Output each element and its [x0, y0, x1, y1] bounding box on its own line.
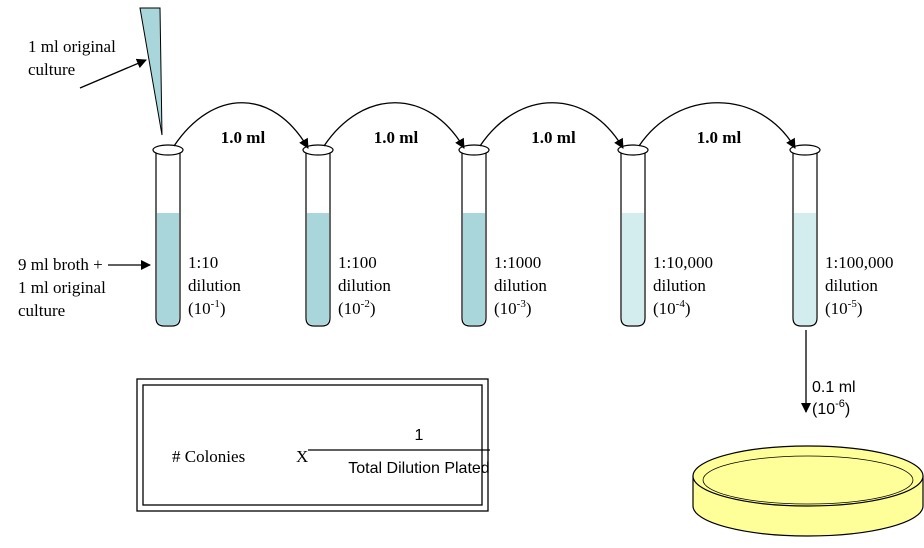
- formula-box: [136, 378, 489, 512]
- tube-mouth: [458, 144, 490, 156]
- tube-mouth: [152, 144, 184, 156]
- petri-dish: [692, 445, 924, 507]
- tube-ratio: 1:100,000: [825, 253, 893, 272]
- tube-ratio: 1:100: [338, 253, 377, 272]
- power-close: ): [220, 299, 226, 318]
- plating-volume: 0.1 ml: [812, 379, 856, 396]
- pipette-label: 1 ml original: [28, 37, 116, 56]
- transfer-arrow: [173, 102, 309, 149]
- pipette: [139, 7, 163, 136]
- power-close: ): [685, 299, 691, 318]
- power-close: ): [857, 299, 863, 318]
- tube-power: (10-1): [188, 298, 226, 318]
- tube-power: (10-4): [653, 298, 691, 318]
- transfer-arrow: [479, 102, 624, 149]
- tube-mouth: [302, 144, 334, 156]
- tube-word: dilution: [188, 276, 241, 295]
- tube-liquid: [622, 213, 644, 325]
- formula-box-inner: [142, 384, 483, 506]
- broth-label: culture: [18, 301, 65, 320]
- plating-dilution: (10-6): [812, 398, 850, 418]
- pipette-arrow: [79, 58, 147, 89]
- transfer-volume: 1.0 ml: [374, 128, 419, 147]
- power-open: (10: [653, 299, 676, 318]
- power-open: (10: [188, 299, 211, 318]
- power-exp: -5: [848, 298, 858, 310]
- tube-liquid: [157, 213, 179, 325]
- tube-ratio: 1:10,000: [653, 253, 713, 272]
- transfer-volume: 1.0 ml: [697, 128, 742, 147]
- power-open: (10: [338, 299, 361, 318]
- tube-word: dilution: [338, 276, 391, 295]
- power-exp: -4: [676, 298, 686, 310]
- power-open: (10: [825, 299, 848, 318]
- tube-mouth: [789, 144, 821, 156]
- broth-label: 9 ml broth +: [18, 255, 103, 274]
- formula-times: X: [296, 447, 308, 466]
- transfer-arrow: [323, 102, 465, 149]
- tube-ratio: 1:10: [188, 253, 218, 272]
- petri-dish-rim: [702, 455, 914, 505]
- power-close: ): [370, 299, 376, 318]
- transfer-arrow: [638, 102, 796, 149]
- power-exp: -1: [211, 298, 220, 310]
- tube-word: dilution: [653, 276, 706, 295]
- formula-left: # Colonies: [172, 447, 245, 466]
- power-close: ): [526, 299, 532, 318]
- tube-liquid: [307, 213, 329, 325]
- formula-numerator: 1: [415, 427, 424, 444]
- tube-power: (10-3): [494, 298, 532, 318]
- tube-ratio: 1:1000: [494, 253, 541, 272]
- broth-label: 1 ml original: [18, 278, 106, 297]
- formula-denominator: Total Dilution Plated: [348, 460, 489, 477]
- tube-word: dilution: [825, 276, 878, 295]
- tube-power: (10-2): [338, 298, 376, 318]
- tube-liquid: [794, 213, 816, 325]
- transfer-volume: 1.0 ml: [531, 128, 576, 147]
- transfer-volume: 1.0 ml: [221, 128, 266, 147]
- pipette-label: culture: [28, 60, 75, 79]
- power-open: (10: [494, 299, 517, 318]
- power-exp: -3: [517, 298, 527, 310]
- tube-liquid: [463, 213, 485, 325]
- tube-word: dilution: [494, 276, 547, 295]
- tube-power: (10-5): [825, 298, 863, 318]
- tube-mouth: [617, 144, 649, 156]
- power-exp: -2: [361, 298, 370, 310]
